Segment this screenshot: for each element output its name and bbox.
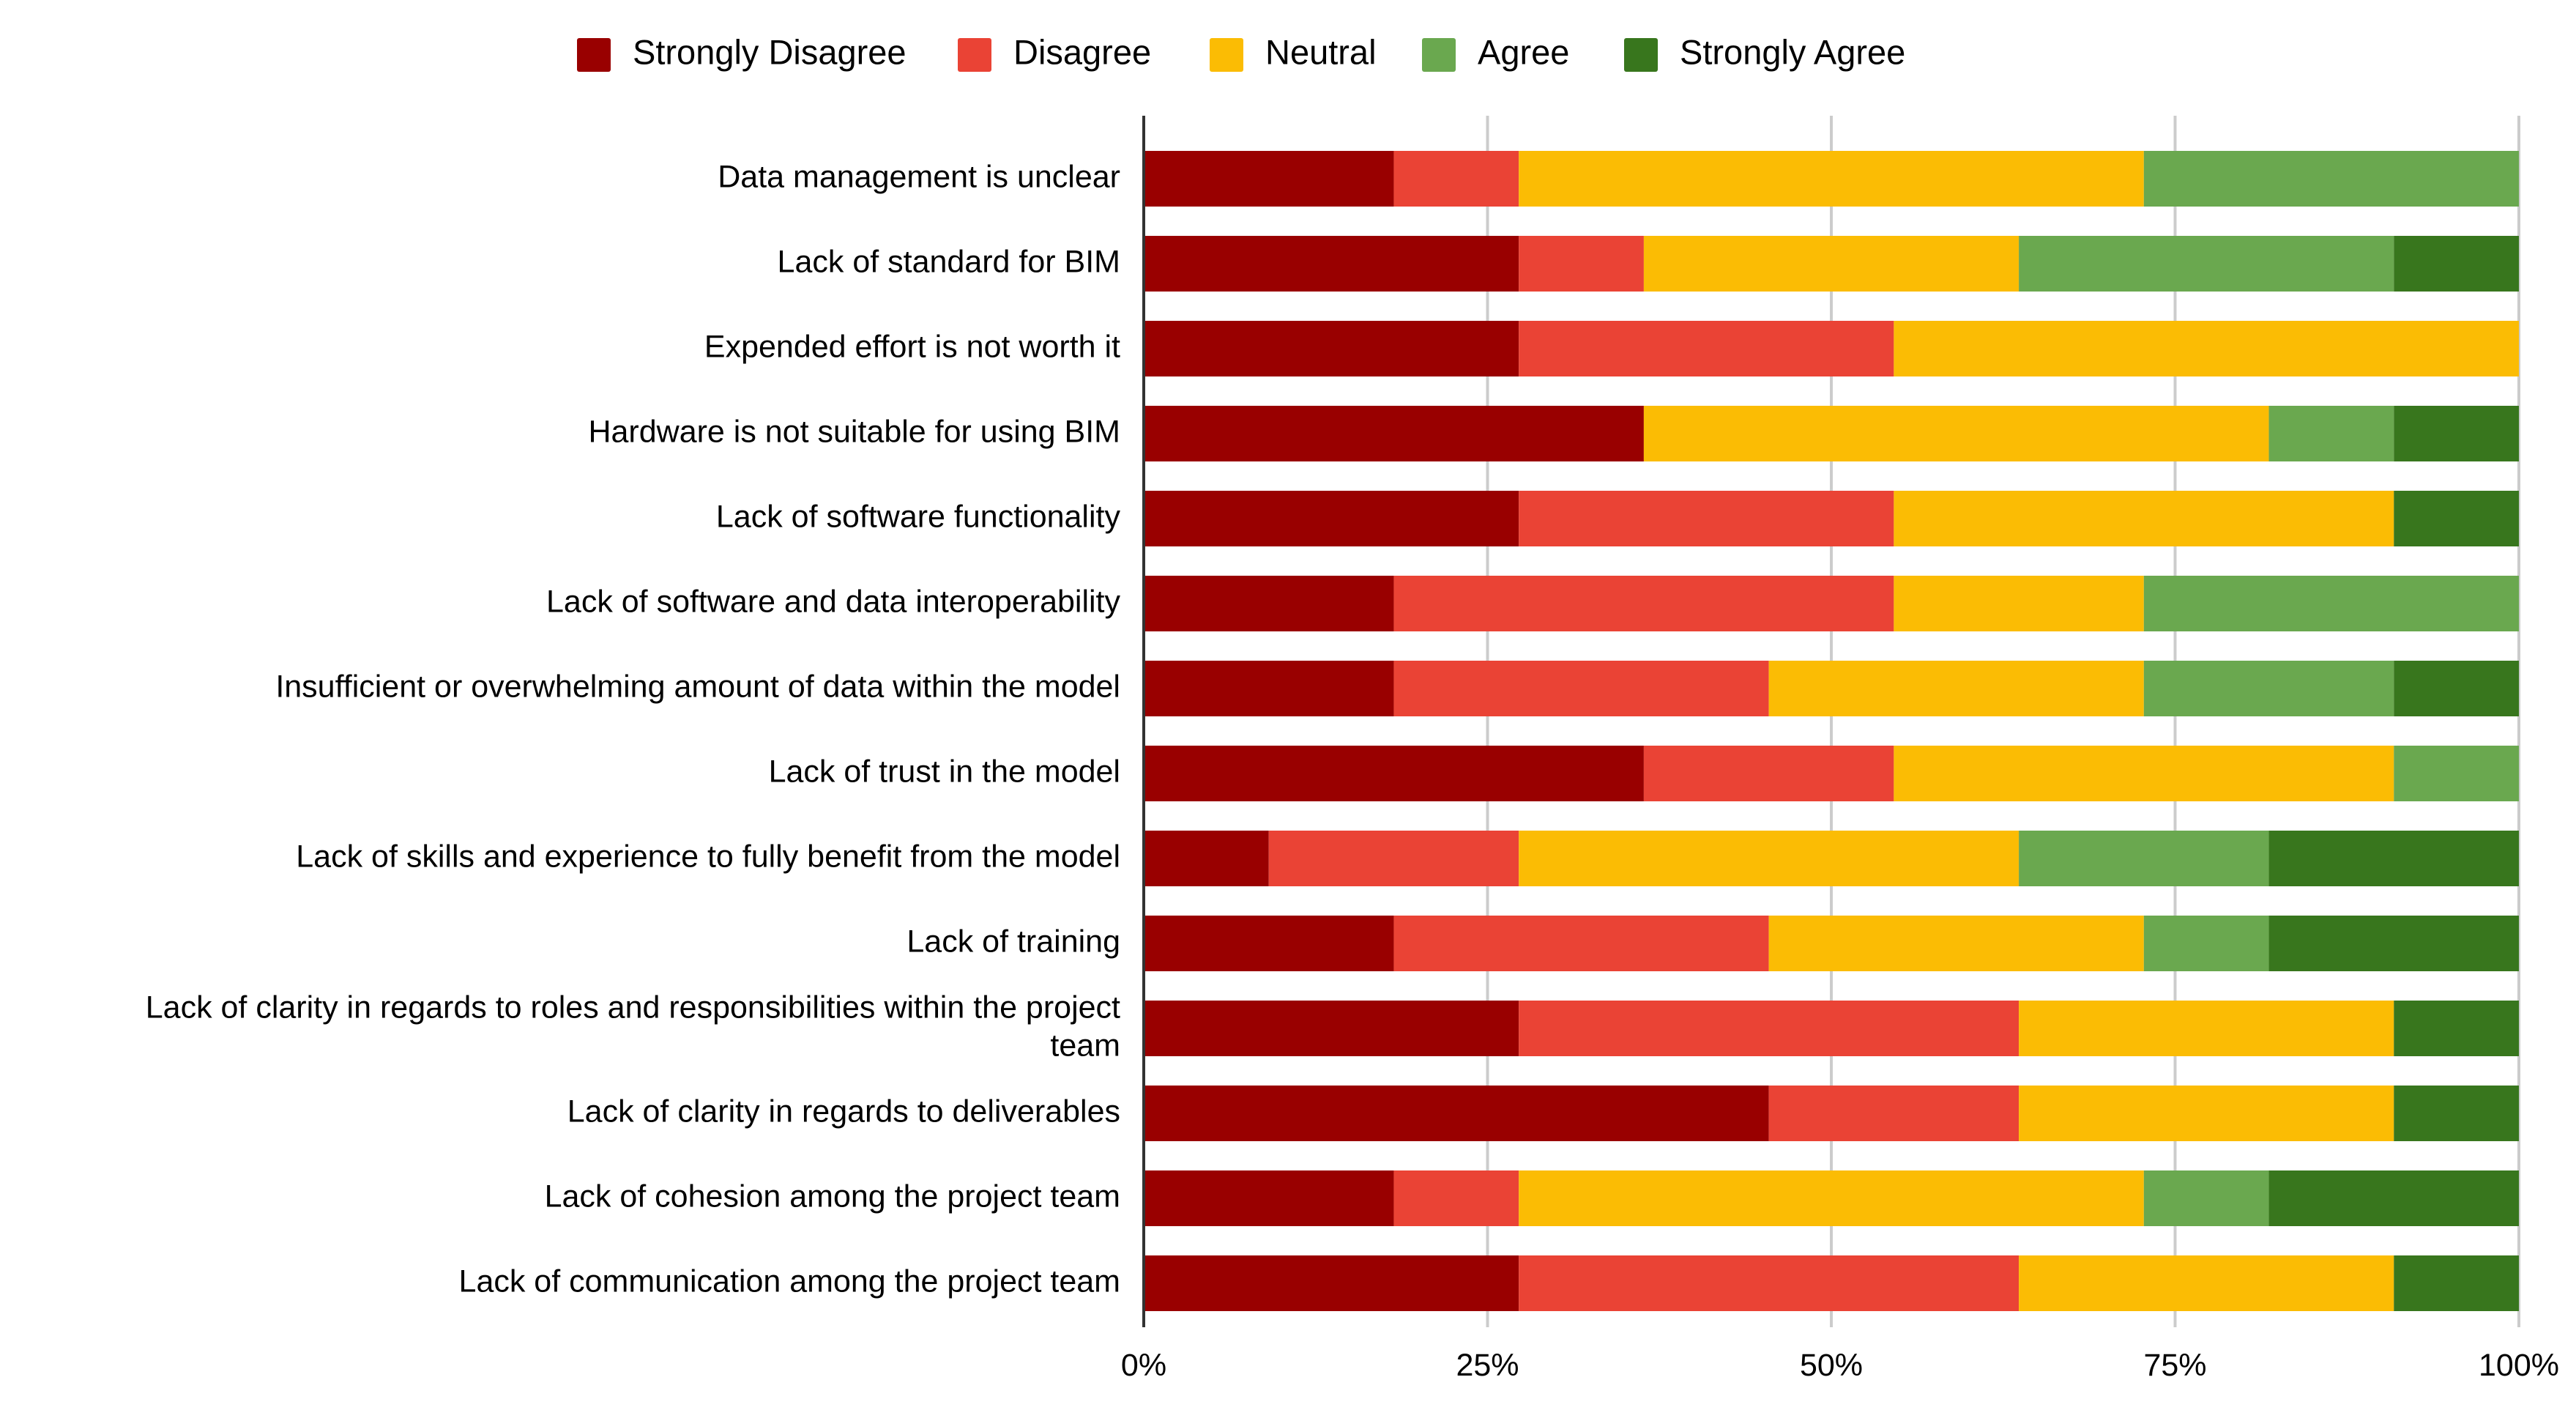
bar-segment <box>2268 1170 2519 1226</box>
bar-segment <box>1144 1086 1769 1141</box>
bar-segment <box>1144 661 1394 716</box>
bar-segment <box>1144 236 1519 292</box>
bar-segment <box>2019 1086 2394 1141</box>
legend-label: Agree <box>1478 32 1569 71</box>
bar-segment <box>1144 321 1519 376</box>
category-label: Lack of training <box>907 924 1120 959</box>
category-label: Lack of skills and experience to fully b… <box>296 839 1120 874</box>
category-label: team <box>1050 1028 1120 1063</box>
legend-label: Disagree <box>1013 32 1151 71</box>
bar-segment <box>2143 151 2519 207</box>
x-tick-label: 25% <box>1456 1348 1519 1383</box>
bar-segment <box>1144 576 1394 631</box>
bar-segment <box>1894 321 2519 376</box>
bar-segment <box>1393 151 1519 207</box>
bar-segment <box>1643 406 2269 461</box>
category-label: Lack of clarity in regards to roles and … <box>146 990 1120 1025</box>
category-label: Lack of software and data interoperabili… <box>546 584 1121 619</box>
bar-segment <box>2019 831 2269 886</box>
bar-segment <box>1144 1001 1519 1056</box>
bar-segment <box>2394 406 2519 461</box>
bar-segment <box>2143 1170 2269 1226</box>
x-tick-label: 0% <box>1121 1348 1166 1383</box>
bar-segment <box>1519 1255 2020 1311</box>
bar-segment <box>1519 491 1894 546</box>
bar-segment <box>1519 321 1894 376</box>
category-label: Lack of communication among the project … <box>459 1264 1120 1299</box>
category-label: Expended effort is not worth it <box>704 329 1120 364</box>
bar-segment <box>1393 661 1769 716</box>
bar-segment <box>1894 491 2394 546</box>
bar-segment <box>1894 576 2144 631</box>
bar-segment <box>1393 1170 1519 1226</box>
bar-segment <box>1393 576 1894 631</box>
bar-segment <box>1144 151 1394 207</box>
bar-segment <box>2143 661 2394 716</box>
bar-segment <box>1144 406 1644 461</box>
bar-segment <box>2268 916 2519 971</box>
legend-label: Neutral <box>1265 32 1377 71</box>
bar-segment <box>2394 491 2519 546</box>
legend-swatch <box>1422 38 1456 72</box>
bar-segment <box>2394 1001 2519 1056</box>
bar-segment <box>1144 746 1644 801</box>
bar-segment <box>2268 406 2394 461</box>
category-label: Lack of clarity in regards to deliverabl… <box>567 1094 1120 1129</box>
bar-segment <box>2394 1086 2519 1141</box>
x-tick-label: 50% <box>1800 1348 1863 1383</box>
x-tick-label: 100% <box>2479 1348 2559 1383</box>
bar-segment <box>1393 916 1769 971</box>
legend-swatch <box>1210 38 1243 72</box>
bar-segment <box>1519 151 2144 207</box>
category-label: Lack of cohesion among the project team <box>545 1179 1120 1214</box>
bar-segment <box>2394 1255 2519 1311</box>
bar-segment <box>1519 1001 2020 1056</box>
bar-segment <box>2143 916 2269 971</box>
bar-segment <box>2394 661 2519 716</box>
bar-segment <box>2268 831 2519 886</box>
legend-label: Strongly Disagree <box>633 32 907 71</box>
bar-segment <box>1519 236 1644 292</box>
bar-segment <box>1144 916 1394 971</box>
bar-segment <box>1268 831 1519 886</box>
bar-segment <box>2019 1255 2394 1311</box>
bar-segment <box>1144 1255 1519 1311</box>
bar-segment <box>1768 661 2144 716</box>
bar-segment <box>1643 236 2020 292</box>
category-label: Insufficient or overwhelming amount of d… <box>275 669 1120 704</box>
gridlines <box>1486 116 2520 1327</box>
bar-segment <box>2019 236 2394 292</box>
legend-label: Strongly Agree <box>1680 32 1905 71</box>
bar-segment <box>2394 746 2519 801</box>
bar-segment <box>1144 831 1269 886</box>
bar-segment <box>1768 1086 2020 1141</box>
bar-segment <box>1519 831 2020 886</box>
category-label: Lack of standard for BIM <box>778 244 1120 279</box>
category-label: Data management is unclear <box>718 159 1120 194</box>
x-axis-ticks: 0% 25% 50% 75% 100% <box>1121 1348 2559 1383</box>
category-label: Hardware is not suitable for using BIM <box>588 414 1120 449</box>
bar-segment <box>1144 491 1519 546</box>
bar-segment <box>1894 746 2394 801</box>
legend-swatch <box>958 38 991 72</box>
bar-segment <box>1519 1170 2144 1226</box>
bar-segment <box>1643 746 1894 801</box>
category-labels: Data management is unclear Lack of standa… <box>146 159 1121 1299</box>
legend-swatch <box>1624 38 1658 72</box>
x-tick-label: 75% <box>2143 1348 2206 1383</box>
bar-segment <box>1144 1170 1394 1226</box>
legend-swatch <box>577 38 611 72</box>
bar-segment <box>2143 576 2519 631</box>
category-label: Lack of software functionality <box>716 499 1121 534</box>
bar-segment <box>2019 1001 2394 1056</box>
chart-legend: Strongly Disagree Disagree Neutral Agree Str… <box>577 32 1905 72</box>
bars <box>1144 151 2519 1311</box>
bar-segment <box>1768 916 2144 971</box>
bar-segment <box>2394 236 2519 292</box>
category-label: Lack of trust in the model <box>769 754 1120 789</box>
